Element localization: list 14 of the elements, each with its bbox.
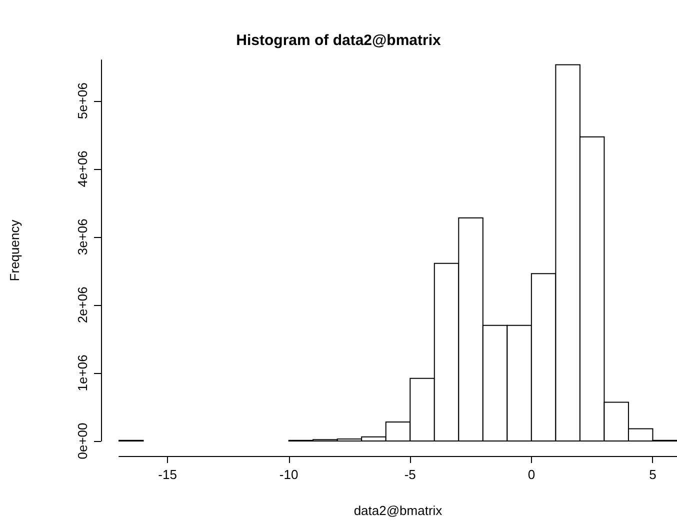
x-axis-title: data2@bmatrix [354,503,443,518]
y-tick-label: 2e+06 [75,286,90,324]
x-tick-label: -15 [158,467,177,482]
y-tick-label: 4e+06 [75,150,90,188]
chart-title: Histogram of data2@bmatrix [236,32,442,49]
x-tick-label: -10 [279,467,298,482]
x-tick-label: 0 [528,467,536,482]
y-tick-label: 5e+06 [75,82,90,120]
y-tick-label: 3e+06 [75,218,90,256]
x-tick-label: -5 [404,467,416,482]
y-axis-title: Frequency [7,219,22,282]
x-tick-label: 5 [649,467,656,482]
y-tick-label: 0e+00 [75,422,90,460]
y-tick-label: 1e+06 [75,354,90,392]
